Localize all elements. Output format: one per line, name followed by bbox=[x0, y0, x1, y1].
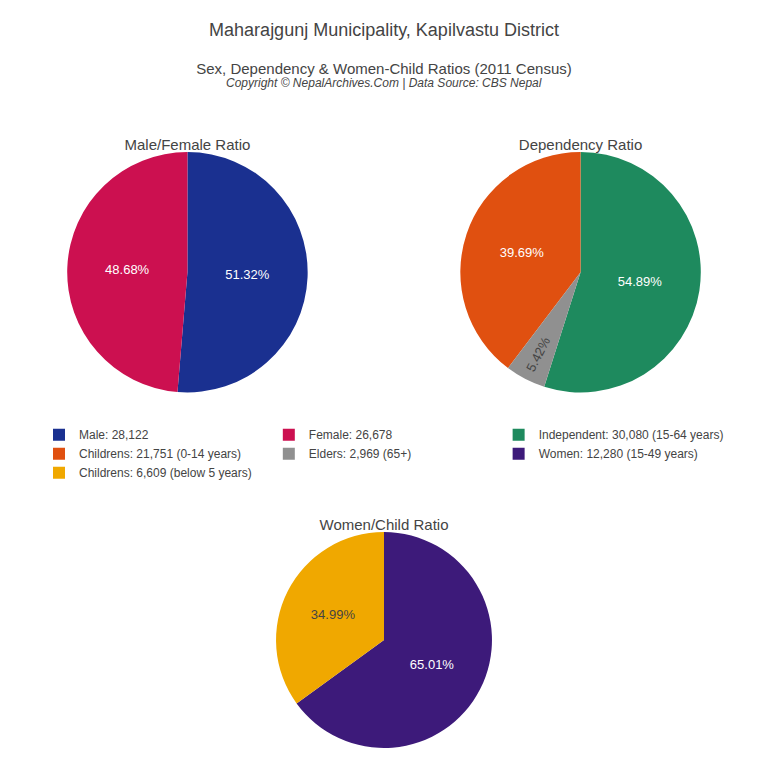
svg-text:Sex, Dependency & Women-Child: Sex, Dependency & Women-Child Ratios (20… bbox=[196, 60, 571, 77]
svg-text:Elders: 2,969 (65+): Elders: 2,969 (65+) bbox=[309, 447, 411, 461]
svg-text:54.89%: 54.89% bbox=[618, 274, 663, 289]
svg-text:Female: 26,678: Female: 26,678 bbox=[309, 428, 393, 442]
svg-text:51.32%: 51.32% bbox=[225, 267, 270, 282]
svg-text:Independent: 30,080 (15-64 yea: Independent: 30,080 (15-64 years) bbox=[539, 428, 724, 442]
svg-text:Dependency Ratio: Dependency Ratio bbox=[519, 136, 642, 153]
svg-text:Childrens: 21,751 (0-14 years): Childrens: 21,751 (0-14 years) bbox=[79, 447, 241, 461]
svg-text:48.68%: 48.68% bbox=[105, 262, 150, 277]
svg-text:Male/Female Ratio: Male/Female Ratio bbox=[124, 136, 250, 153]
svg-text:Women/Child Ratio: Women/Child Ratio bbox=[320, 516, 449, 533]
svg-text:34.99%: 34.99% bbox=[311, 607, 356, 622]
svg-text:39.69%: 39.69% bbox=[500, 245, 545, 260]
svg-text:Male: 28,122: Male: 28,122 bbox=[79, 428, 149, 442]
svg-text:65.01%: 65.01% bbox=[410, 657, 455, 672]
svg-text:5.42%: 5.42% bbox=[523, 334, 553, 374]
svg-text:Copyright © NepalArchives.Com: Copyright © NepalArchives.Com | Data Sou… bbox=[226, 76, 542, 90]
svg-text:Maharajgunj Municipality, Kapi: Maharajgunj Municipality, Kapilvastu Dis… bbox=[209, 20, 559, 40]
svg-text:Women: 12,280 (15-49 years): Women: 12,280 (15-49 years) bbox=[539, 447, 698, 461]
svg-text:Childrens: 6,609 (below 5 year: Childrens: 6,609 (below 5 years) bbox=[79, 466, 252, 480]
